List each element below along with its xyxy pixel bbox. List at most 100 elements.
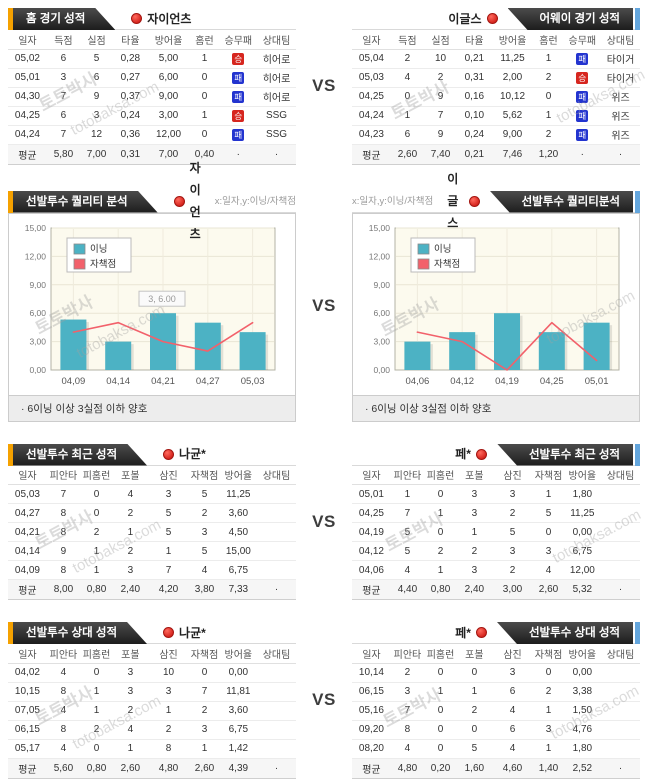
table-cell: 4 [390,739,424,759]
table-cell: 9 [423,87,458,107]
table-cell: 4,40 [390,579,424,600]
table-cell: 4 [46,663,80,683]
table-cell: 12,00 [147,125,190,145]
innings-runs-chart[interactable]: 15,00 12,00 9,00 6,00 3,00 0,00 04,06 04,12 04,1… [353,214,639,395]
table-cell: 5,00 [147,49,190,69]
table-cell: 4 [390,68,424,88]
table-cell: 5 [457,739,492,759]
table-cell [601,522,640,542]
table-cell: 1 [189,106,220,126]
table-row: 05,03 4 2 0,31 2,00 2 승 타이거 [352,68,640,88]
table-cell: 4,39 [219,757,258,779]
table-cell: 0 [189,68,220,88]
table-row: 05,04 2 10 0,21 11,25 1 패 타이거 [352,49,640,69]
table-cell: 05,02 [8,49,47,69]
column-header: 방어율 [219,465,258,485]
lose-badge: 패 [576,90,589,103]
table-row: 08,20 4 0 5 4 1 1,80 [352,739,640,759]
column-header: 일자 [8,644,47,664]
table-cell: 6 [46,106,80,126]
table-cell: 12 [79,125,114,145]
table-cell: 4,80 [390,757,424,779]
table-cell: 4 [189,560,220,580]
table-cell: 05,01 [8,68,47,88]
table-cell: 6,00 [147,68,190,88]
panel-header: 페* 선발투수 상대 성적 [352,622,640,644]
column-header: 피안타 [390,465,424,485]
table-cell: · [219,143,258,165]
table-cell: 0,80 [423,579,458,600]
panel-header: 페* 선발투수 최근 성적 [352,443,640,466]
table-cell: 3 [491,541,534,561]
table-cell [257,560,296,580]
column-header: 득점 [390,30,424,50]
table-cell: 2 [533,68,564,88]
innings-runs-chart[interactable]: 15,00 12,00 9,00 6,00 3,00 0,00 04,09 04,14 04,2… [9,214,295,395]
average-row: 평균 5,80 7,00 0,31 7,00 0,40 · · [8,143,296,165]
table-cell: 8 [46,682,80,702]
table-row: 05,01 1 0 3 3 1 1,80 [352,484,640,504]
table-cell: 2,00 [491,68,534,88]
svg-text:6,00: 6,00 [373,308,390,318]
column-header: 피안타 [46,644,80,664]
svg-text:04,06: 04,06 [406,376,430,387]
table-cell: 11,81 [219,682,258,702]
average-row: 평균 4,40 0,80 2,40 3,00 2,60 5,32 · [352,579,640,600]
table-cell: 04,25 [8,106,47,126]
table-cell: 패 [219,68,258,88]
column-header: 삼진 [147,465,190,485]
lose-badge: 패 [232,128,245,141]
table-row: 04,14 9 1 2 1 5 15,00 [8,541,296,561]
table-row: 04,02 4 0 3 10 0 0,00 [8,663,296,683]
table-cell: 0,80 [79,757,114,779]
lose-badge: 패 [576,52,589,65]
pitcher-info: 페* [455,444,487,465]
table-cell: 4,76 [563,720,602,740]
table-row: 05,16 7 0 2 4 1 1,50 [352,701,640,721]
table-row: 04,24 7 12 0,36 12,00 0 패 SSG [8,125,296,145]
table-cell: 위즈 [601,106,640,126]
table-cell: · [601,757,640,779]
table-cell: 1 [533,106,564,126]
table-cell: 5 [79,49,114,69]
column-header: 상대팀 [601,465,640,485]
column-header: 방어율 [147,30,190,50]
svg-text:15,00: 15,00 [25,223,47,233]
section-game-records: 홈 경기 성적 자이언츠 일자 득점 실점 타율 방어율 홈런 승무패 상대팀 05,02 6 5 0… [8,8,650,165]
vs-label: VS [312,690,336,710]
table-cell: 04,25 [352,87,391,107]
svg-text:04,12: 04,12 [450,376,474,387]
table-cell: 07,05 [8,701,47,721]
team-info: 자이언츠 [131,8,191,29]
versus-record-table: 일자 피안타 피홈런 포볼 삼진 자책점 방어율 상대팀 04,02 4 0 3 10 0 0,00 10,1… [8,644,296,779]
table-cell: 0 [79,739,114,759]
table-cell: 0,21 [457,143,492,165]
table-row: 04,27 8 0 2 5 2 3,60 [8,503,296,523]
column-header: 상대팀 [601,30,640,50]
table-cell: 0,28 [113,49,148,69]
column-header: 실점 [79,30,114,50]
column-header: 포볼 [113,465,148,485]
table-cell: 0 [423,484,458,504]
table-cell: 12,00 [563,560,602,580]
table-cell: 2 [423,68,458,88]
table-cell: 3 [457,503,492,523]
table-cell: 1 [390,484,424,504]
table-row: 04,19 5 0 1 5 0 0,00 [352,522,640,542]
giants-team-logo-icon [163,448,175,460]
table-cell: 3 [79,106,114,126]
table-cell: 4 [46,701,80,721]
table-cell [601,560,640,580]
average-row: 평균 8,00 0,80 2,40 4,20 3,80 7,33 · [8,579,296,600]
table-cell: 2 [423,541,458,561]
accent-bar-blue [635,190,640,213]
recent-record-table: 일자 피안타 피홈런 포볼 삼진 자책점 방어율 상대팀 05,03 7 0 4 3 5 11,25 04,2… [8,465,296,600]
vs-label: VS [312,76,336,96]
table-cell [601,484,640,504]
svg-text:3,00: 3,00 [29,336,46,346]
table-cell: · [601,143,640,165]
table-row: 10,15 8 1 3 3 7 11,81 [8,682,296,702]
table-cell: 0,31 [457,68,492,88]
column-header: 방어율 [563,644,602,664]
